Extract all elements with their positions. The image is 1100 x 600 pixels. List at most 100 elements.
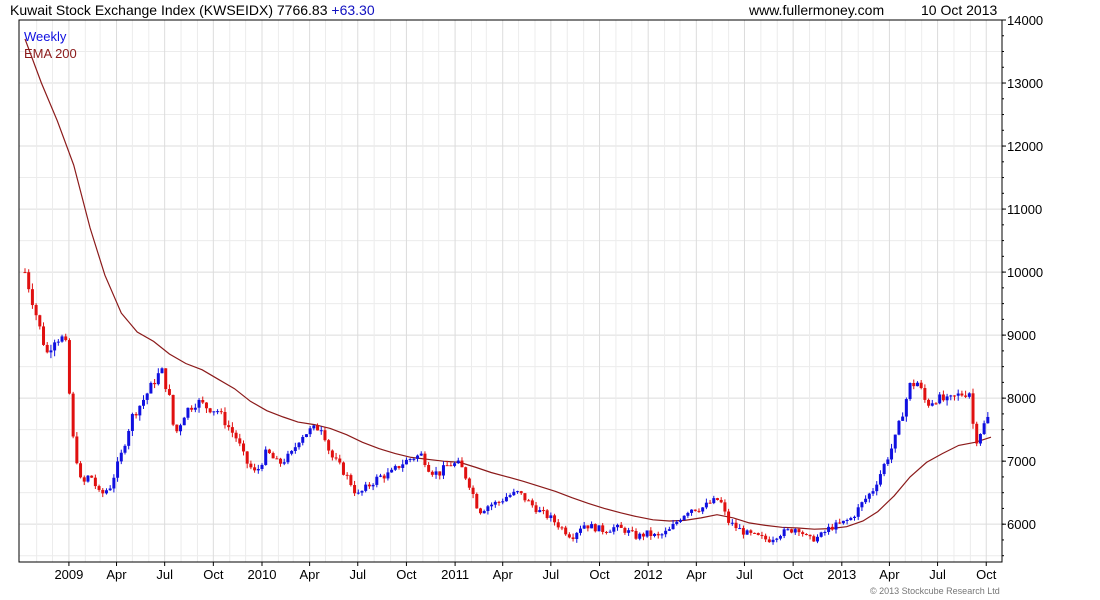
candle-body	[834, 522, 838, 530]
candle-body	[282, 462, 286, 464]
candle-body	[982, 423, 986, 435]
candle-body	[938, 394, 942, 404]
candle-body	[304, 434, 308, 437]
candle-body	[493, 501, 497, 505]
candle-body	[249, 463, 253, 468]
candle-body	[34, 305, 38, 316]
candle-body	[845, 519, 849, 521]
candle-body	[878, 474, 882, 485]
candle-body	[490, 504, 494, 507]
candle-body	[804, 534, 808, 536]
candle-body	[749, 530, 753, 533]
x-tick-label: Oct	[589, 567, 610, 582]
x-tick-label: Jul	[156, 567, 173, 582]
candle-body	[767, 539, 771, 543]
candle-body	[516, 491, 520, 493]
candle-body	[56, 341, 60, 343]
candle-body	[345, 474, 349, 476]
candle-body	[390, 469, 394, 473]
x-tick-label: Jul	[543, 567, 560, 582]
candle-body	[419, 453, 423, 456]
chart-title-line: Kuwait Stock Exchange Index (KWSEIDX) 77…	[10, 2, 375, 18]
candle-body	[401, 464, 405, 468]
candle-body	[171, 394, 175, 425]
candle-body	[293, 447, 297, 451]
candle-body	[30, 289, 34, 306]
candle-body	[356, 492, 360, 494]
candle-body	[386, 472, 390, 479]
candle-body	[330, 450, 334, 458]
candle-body	[93, 477, 97, 487]
y-tick-label: 10000	[1007, 265, 1043, 280]
x-tick-label: 2009	[54, 567, 83, 582]
candle-body	[230, 427, 234, 433]
candle-body	[190, 407, 194, 410]
candle-body	[753, 532, 757, 534]
candle-body	[912, 382, 916, 387]
x-tick-label: Jul	[349, 567, 366, 582]
x-tick-label: 2010	[248, 567, 277, 582]
candle-body	[593, 524, 597, 532]
candle-body	[801, 532, 805, 535]
candle-body	[223, 411, 227, 426]
candle-body	[341, 462, 345, 475]
candle-body	[186, 407, 190, 418]
candle-body	[612, 527, 616, 532]
candle-body	[27, 272, 31, 290]
x-tick-label: Oct	[783, 567, 804, 582]
candle-body	[867, 493, 871, 499]
candle-body	[697, 510, 701, 512]
candle-body	[608, 531, 612, 533]
candle-body	[678, 519, 682, 522]
candle-body	[567, 534, 571, 538]
candle-body	[841, 520, 845, 524]
chart-title: Kuwait Stock Exchange Index (KWSEIDX)	[10, 2, 273, 18]
candle-body	[360, 490, 364, 493]
candle-body	[104, 490, 108, 494]
candle-body	[827, 526, 831, 532]
candle-body	[445, 465, 449, 467]
candle-body	[208, 408, 212, 413]
candle-body	[375, 476, 379, 485]
x-tick-label: 2011	[441, 567, 469, 582]
candle-body	[797, 529, 801, 533]
candle-body	[893, 434, 897, 449]
candle-body	[553, 515, 557, 523]
candle-body	[353, 485, 357, 494]
candle-body	[364, 484, 368, 491]
candle-body	[160, 368, 164, 374]
candle-body	[382, 475, 386, 479]
candle-body	[815, 536, 819, 542]
x-tick-label: Apr	[106, 567, 127, 582]
candle-body	[745, 530, 749, 535]
candle-body	[512, 491, 516, 496]
candle-body	[264, 449, 268, 465]
candle-body	[241, 443, 245, 452]
candle-body	[756, 533, 760, 535]
candle-body	[175, 424, 179, 432]
candle-body	[627, 530, 631, 533]
candle-body	[945, 396, 949, 401]
candle-body	[219, 411, 223, 413]
candle-body	[530, 500, 534, 506]
candle-body	[782, 529, 786, 537]
candle-body	[486, 506, 490, 512]
candle-body	[956, 393, 960, 396]
candle-body	[397, 466, 401, 468]
candle-body	[619, 524, 623, 528]
candle-body	[134, 414, 138, 416]
candle-body	[508, 495, 512, 497]
candle-body	[290, 450, 294, 454]
candle-body	[930, 403, 934, 406]
candle-body	[864, 498, 868, 503]
candle-body	[430, 471, 434, 475]
x-tick-label: Apr	[686, 567, 707, 582]
candle-body	[949, 395, 953, 397]
candle-body	[823, 531, 827, 533]
candle-body	[578, 528, 582, 533]
candle-body	[901, 416, 905, 421]
candle-body	[79, 463, 83, 478]
candle-body	[204, 402, 208, 409]
candle-body	[275, 458, 279, 460]
candle-body	[649, 530, 653, 536]
